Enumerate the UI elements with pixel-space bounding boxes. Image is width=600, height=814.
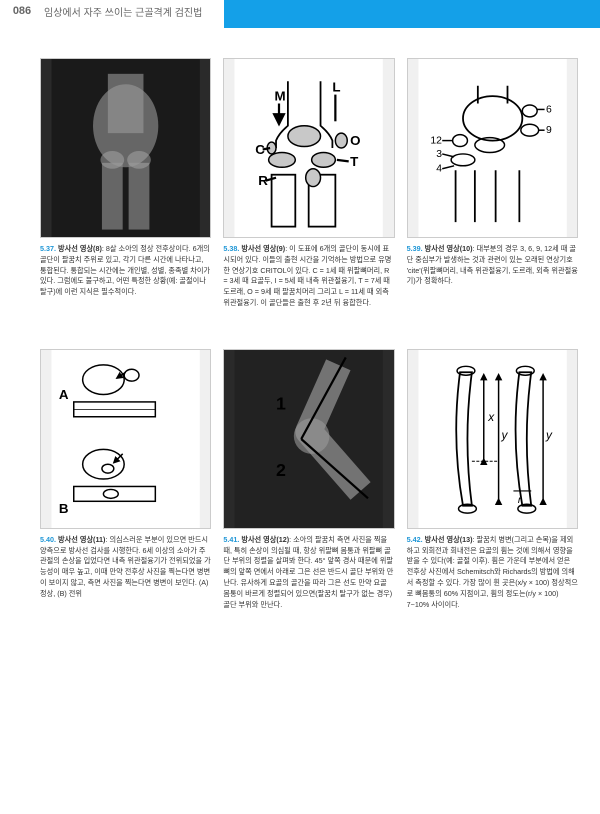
figure-5-37: 5.37. 방사선 영상(8): 8살 소아의 정상 전후상이다. 6개의 골단… [40,58,211,309]
fig-num: 5.38. [223,244,239,253]
figure-5-40: A B 5.40. 방사선 영상(11): 의심스러운 부분이 있으면 반드시 … [40,349,211,611]
svg-text:O: O [351,133,361,148]
caption-5-37: 5.37. 방사선 영상(8): 8살 소아의 정상 전후상이다. 6개의 골단… [40,244,211,298]
figure-5-39: 6 9 12 3 4 5.39. 방사선 영상(10): 대부분의 경우 3, … [407,58,578,309]
caption-5-41: 5.41. 방사선 영상(12): 소아의 팔꿈치 측면 사진을 찍을 때, 특… [223,535,394,611]
page-title: 임상에서 자주 쓰이는 근골격계 검진법 [44,0,224,28]
xray-image-elbow [40,58,211,238]
diagram-radius-bow: x y y r [407,349,578,529]
figure-row-1: 5.37. 방사선 영상(8): 8살 소아의 정상 전후상이다. 6개의 골단… [40,58,578,309]
svg-text:9: 9 [546,125,552,136]
page-header: 086 임상에서 자주 쓰이는 근골격계 검진법 [0,0,600,28]
caption-5-40: 5.40. 방사선 영상(11): 의심스러운 부분이 있으면 반드시 양측으로… [40,535,211,600]
svg-text:M: M [275,89,286,104]
fig-text: : 의심스러운 부분이 있으면 반드시 양측으로 방사선 검사를 시행한다. 6… [40,535,211,598]
page-number: 086 [0,0,44,28]
fig-title: 방사선 영상(12) [241,535,289,544]
fig-text: : 이 도표에 6개의 골단이 동시에 표시되어 있다. 이들의 출현 시간을 … [223,244,391,307]
svg-text:x: x [487,410,495,424]
fig-num: 5.37. [40,244,56,253]
svg-text:r: r [518,495,522,506]
figure-5-41: 1 2 5.41. 방사선 영상(12): 소아의 팔꿈치 측면 사진을 찍을 … [223,349,394,611]
fig-title: 방사선 영상(9) [241,244,285,253]
figure-5-38: M L C T O R 5.38. 방사선 영상(9): 이 도표에 6개의 골… [223,58,394,309]
fig-num: 5.42. [407,535,423,544]
svg-text:y: y [545,428,553,442]
figure-row-2: A B 5.40. 방사선 영상(11): 의심스러운 부분이 있으면 반드시 … [40,349,578,611]
fig-title: 방사선 영상(8) [58,244,102,253]
svg-text:12: 12 [430,136,442,147]
diagram-cite: 6 9 12 3 4 [407,58,578,238]
svg-text:4: 4 [436,164,442,175]
page-content: 5.37. 방사선 영상(8): 8살 소아의 정상 전후상이다. 6개의 골단… [0,28,600,660]
fig-title: 방사선 영상(10) [425,244,473,253]
fig-text: : 소아의 팔꿈치 측면 사진을 찍을 때, 특히 손상이 의심될 때, 항상 … [223,535,393,609]
fig-num: 5.39. [407,244,423,253]
svg-text:y: y [500,428,508,442]
svg-text:B: B [59,501,69,516]
fig-title: 방사선 영상(13) [425,535,473,544]
caption-5-38: 5.38. 방사선 영상(9): 이 도표에 6개의 골단이 동시에 표시되어 … [223,244,394,309]
fig-num: 5.40. [40,535,56,544]
svg-text:2: 2 [276,460,286,480]
svg-text:6: 6 [546,104,552,115]
fig-text: : 팔꿈치 병변(그리고 손목)을 제외하고 외회전과 회내전은 요골의 휨는 … [407,535,578,609]
svg-text:1: 1 [276,393,286,413]
diagram-bilateral: A B [40,349,211,529]
svg-text:A: A [59,387,69,402]
diagram-critol: M L C T O R [223,58,394,238]
header-accent-bar [224,0,600,28]
svg-text:L: L [333,80,341,95]
fig-title: 방사선 영상(11) [58,535,105,544]
svg-text:T: T [351,154,359,169]
xray-lateral-elbow: 1 2 [223,349,394,529]
caption-5-42: 5.42. 방사선 영상(13): 팔꿈치 병변(그리고 손목)을 제외하고 외… [407,535,578,611]
figure-5-42: x y y r 5.42. 방사선 영상(13): 팔꿈치 병변(그리고 손목)… [407,349,578,611]
svg-text:3: 3 [436,149,442,160]
caption-5-39: 5.39. 방사선 영상(10): 대부분의 경우 3, 6, 9, 12세 때… [407,244,578,287]
fig-num: 5.41. [223,535,239,544]
